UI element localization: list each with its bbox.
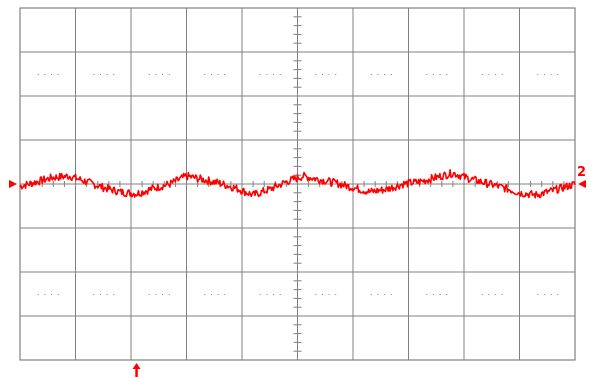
graticule-dots xyxy=(37,74,559,295)
grid-dot xyxy=(57,294,59,295)
grid-dot xyxy=(210,74,212,75)
grid-dot xyxy=(488,74,490,75)
signal-trace xyxy=(19,169,576,199)
grid-dot xyxy=(557,294,559,295)
grid-dot xyxy=(315,74,317,75)
grid-dot xyxy=(481,74,483,75)
grid-dot xyxy=(57,74,59,75)
grid-dot xyxy=(204,74,206,75)
grid-dot xyxy=(335,74,337,75)
grid-dot xyxy=(335,294,337,295)
grid-dot xyxy=(501,74,503,75)
grid-dot xyxy=(390,294,392,295)
grid-dot xyxy=(273,74,275,75)
grid-dot xyxy=(446,294,448,295)
grid-dot xyxy=(217,74,219,75)
grid-dot xyxy=(113,74,115,75)
grid-dot xyxy=(557,74,559,75)
channel-ground-marker-right xyxy=(578,180,586,188)
grid-dot xyxy=(37,74,39,75)
grid-dot xyxy=(148,294,150,295)
trigger-arrow-head xyxy=(132,363,141,369)
grid-dot xyxy=(93,294,95,295)
grid-dot xyxy=(384,294,386,295)
grid-dot xyxy=(99,294,101,295)
grid-dot xyxy=(488,294,490,295)
grid-dot xyxy=(279,294,281,295)
grid-dot xyxy=(537,74,539,75)
grid-dot xyxy=(328,294,330,295)
grid-dot xyxy=(495,74,497,75)
channel-label: 2 xyxy=(577,165,586,180)
grid-dot xyxy=(259,294,261,295)
grid-dot xyxy=(432,74,434,75)
grid-dot xyxy=(439,74,441,75)
grid-dot xyxy=(162,294,164,295)
grid-dot xyxy=(550,294,552,295)
grid-dot xyxy=(495,294,497,295)
grid-dot xyxy=(99,74,101,75)
grid-dot xyxy=(51,74,53,75)
grid-dot xyxy=(446,74,448,75)
grid-dot xyxy=(266,74,268,75)
grid-dot xyxy=(426,294,428,295)
grid-dot xyxy=(432,294,434,295)
grid-dot xyxy=(543,294,545,295)
grid-dot xyxy=(51,294,53,295)
grid-dot xyxy=(550,74,552,75)
grid-dot xyxy=(155,74,157,75)
grid-dot xyxy=(224,74,226,75)
grid-dot xyxy=(44,294,46,295)
grid-dot xyxy=(168,74,170,75)
grid-dot xyxy=(162,74,164,75)
grid-dot xyxy=(370,294,372,295)
grid-dot xyxy=(439,294,441,295)
grid-dot xyxy=(44,74,46,75)
grid-dot xyxy=(224,294,226,295)
grid-dot xyxy=(377,294,379,295)
grid-dot xyxy=(481,294,483,295)
grid-dot xyxy=(37,294,39,295)
grid-dot xyxy=(543,74,545,75)
grid-dot xyxy=(93,74,95,75)
grid-dot xyxy=(370,74,372,75)
grid-dot xyxy=(217,294,219,295)
channel-ground-marker xyxy=(9,180,17,188)
grid-dot xyxy=(537,294,539,295)
grid-dot xyxy=(273,294,275,295)
grid-dot xyxy=(328,74,330,75)
grid-dot xyxy=(155,294,157,295)
grid-dot xyxy=(501,294,503,295)
grid-dot xyxy=(106,294,108,295)
grid-dot xyxy=(168,294,170,295)
grid-dot xyxy=(259,74,261,75)
grid-dot xyxy=(321,74,323,75)
trigger-position-marker xyxy=(132,363,141,377)
grid-dot xyxy=(377,74,379,75)
grid-dot xyxy=(113,294,115,295)
grid-dot xyxy=(390,74,392,75)
grid-dot xyxy=(279,74,281,75)
grid-dot xyxy=(204,294,206,295)
grid-dot xyxy=(321,294,323,295)
grid-dot xyxy=(210,294,212,295)
grid-dot xyxy=(266,294,268,295)
grid-dot xyxy=(384,74,386,75)
grid-dot xyxy=(315,294,317,295)
grid-dot xyxy=(148,74,150,75)
grid-dot xyxy=(426,74,428,75)
grid-dot xyxy=(106,74,108,75)
